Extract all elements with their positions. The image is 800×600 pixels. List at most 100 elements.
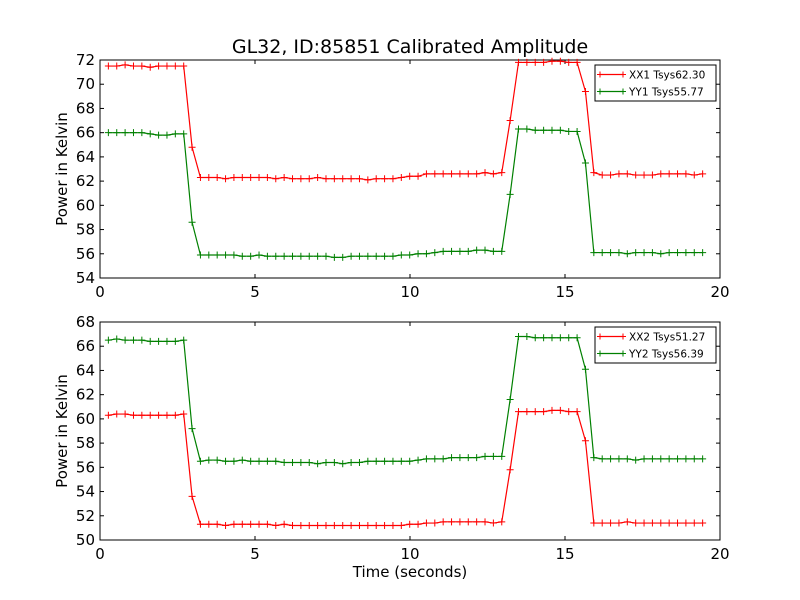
data-point-marker <box>230 251 238 259</box>
data-point-marker <box>648 455 656 463</box>
data-point-marker <box>322 175 330 183</box>
data-point-marker <box>590 169 598 177</box>
data-point-marker <box>263 252 271 260</box>
data-point-marker <box>481 518 489 526</box>
data-point-marker <box>339 460 347 468</box>
data-point-marker <box>498 452 506 460</box>
data-point-marker <box>556 126 564 134</box>
data-point-marker <box>473 170 481 178</box>
data-point-marker <box>665 455 673 463</box>
data-point-marker <box>615 455 623 463</box>
data-point-marker <box>238 252 246 260</box>
y-tick-label: 62 <box>76 386 95 404</box>
data-point-marker <box>531 408 539 416</box>
legend-marker <box>597 350 626 357</box>
data-point-marker <box>138 411 146 419</box>
data-point-marker <box>322 458 330 466</box>
data-point-marker <box>448 170 456 178</box>
y-tick-label: 72 <box>76 51 95 69</box>
data-point-marker <box>381 175 389 183</box>
plots: 0 5 10 15 20 54 56 58 60 62 64 66 68 70 72 Power in Kel… <box>53 51 730 581</box>
data-point-marker <box>155 131 163 139</box>
x-tick-label: 15 <box>555 283 574 301</box>
data-point-marker <box>640 455 648 463</box>
legend-label: XX2 Tsys51.27 <box>629 332 705 344</box>
data-point-marker <box>339 253 347 261</box>
data-point-marker <box>163 131 171 139</box>
subplot-1: 0 5 10 15 20 54 56 58 60 62 64 66 68 70 72 Power in Kel… <box>53 51 730 301</box>
data-point-marker <box>355 252 363 260</box>
data-point-marker <box>121 410 129 418</box>
data-point-marker <box>515 408 522 416</box>
data-point-marker <box>155 337 163 345</box>
x-tick-label: 15 <box>555 545 574 563</box>
data-point-marker <box>146 130 154 138</box>
data-point-marker <box>238 456 246 464</box>
data-point-marker <box>623 250 631 258</box>
data-point-marker <box>255 251 263 259</box>
data-point-marker <box>523 125 531 133</box>
data-point-marker <box>280 173 288 181</box>
data-point-marker <box>406 251 414 259</box>
y-tick-label: 60 <box>76 410 95 428</box>
data-point-marker <box>314 521 322 529</box>
x-tick-label: 0 <box>95 545 105 563</box>
data-point-marker <box>104 336 112 344</box>
data-point-marker <box>448 518 456 526</box>
data-point-marker <box>540 334 548 342</box>
data-point-marker <box>431 249 439 257</box>
data-point-marker <box>699 170 707 178</box>
y-tick-label: 68 <box>76 313 95 331</box>
data-point-marker <box>573 408 581 416</box>
data-point-marker <box>305 458 313 466</box>
y-axis-label: Power in Kelvin <box>53 112 71 226</box>
data-point-marker <box>523 408 531 416</box>
data-point-marker <box>414 172 422 180</box>
data-point-marker <box>456 518 464 526</box>
data-point-marker <box>607 171 615 179</box>
data-point-marker <box>196 173 204 181</box>
data-point-marker <box>632 456 640 464</box>
data-point-marker <box>682 170 690 178</box>
data-point-marker <box>674 455 682 463</box>
subplot-2: 0 5 10 15 20 50 52 54 56 58 60 62 64 66 68 Power in Kel… <box>53 313 730 581</box>
data-point-marker <box>439 170 447 178</box>
legend-label: YY2 Tsys56.39 <box>628 349 704 361</box>
series-yy2 <box>104 333 707 468</box>
data-point-marker <box>657 170 665 178</box>
legend: XX1 Tsys62.30 YY1 Tsys55.77 <box>594 64 717 102</box>
data-point-marker <box>247 457 255 465</box>
x-tick-label: 5 <box>250 545 260 563</box>
data-point-marker <box>690 519 698 527</box>
y-tick-label: 70 <box>76 75 95 93</box>
series-xx2 <box>104 406 707 529</box>
data-point-marker <box>623 455 631 463</box>
data-point-marker <box>146 337 154 345</box>
data-point-marker <box>623 170 631 178</box>
data-point-marker <box>238 520 246 528</box>
data-point-marker <box>205 456 213 464</box>
data-point-marker <box>690 455 698 463</box>
y-tick-label: 60 <box>76 196 95 214</box>
data-point-marker <box>180 410 188 418</box>
data-point-marker <box>205 520 213 528</box>
data-point-marker <box>456 247 464 255</box>
data-point-marker <box>330 521 338 529</box>
data-point-marker <box>448 247 456 255</box>
data-point-marker <box>188 425 196 433</box>
legend-marker <box>597 333 626 340</box>
data-point-marker <box>171 130 179 138</box>
y-tick-label: 50 <box>76 531 95 549</box>
data-point-marker <box>439 247 447 255</box>
data-point-marker <box>607 249 615 257</box>
figure-title: GL32, ID:85851 Calibrated Amplitude <box>232 36 588 58</box>
legend-label: XX1 Tsys62.30 <box>629 70 705 82</box>
data-point-marker <box>531 126 539 134</box>
data-point-marker <box>406 172 414 180</box>
data-point-marker <box>330 175 338 183</box>
data-point-marker <box>590 454 598 462</box>
data-point-marker <box>598 519 606 527</box>
data-point-marker <box>464 518 472 526</box>
data-point-marker <box>481 169 489 177</box>
data-point-marker <box>180 130 188 138</box>
